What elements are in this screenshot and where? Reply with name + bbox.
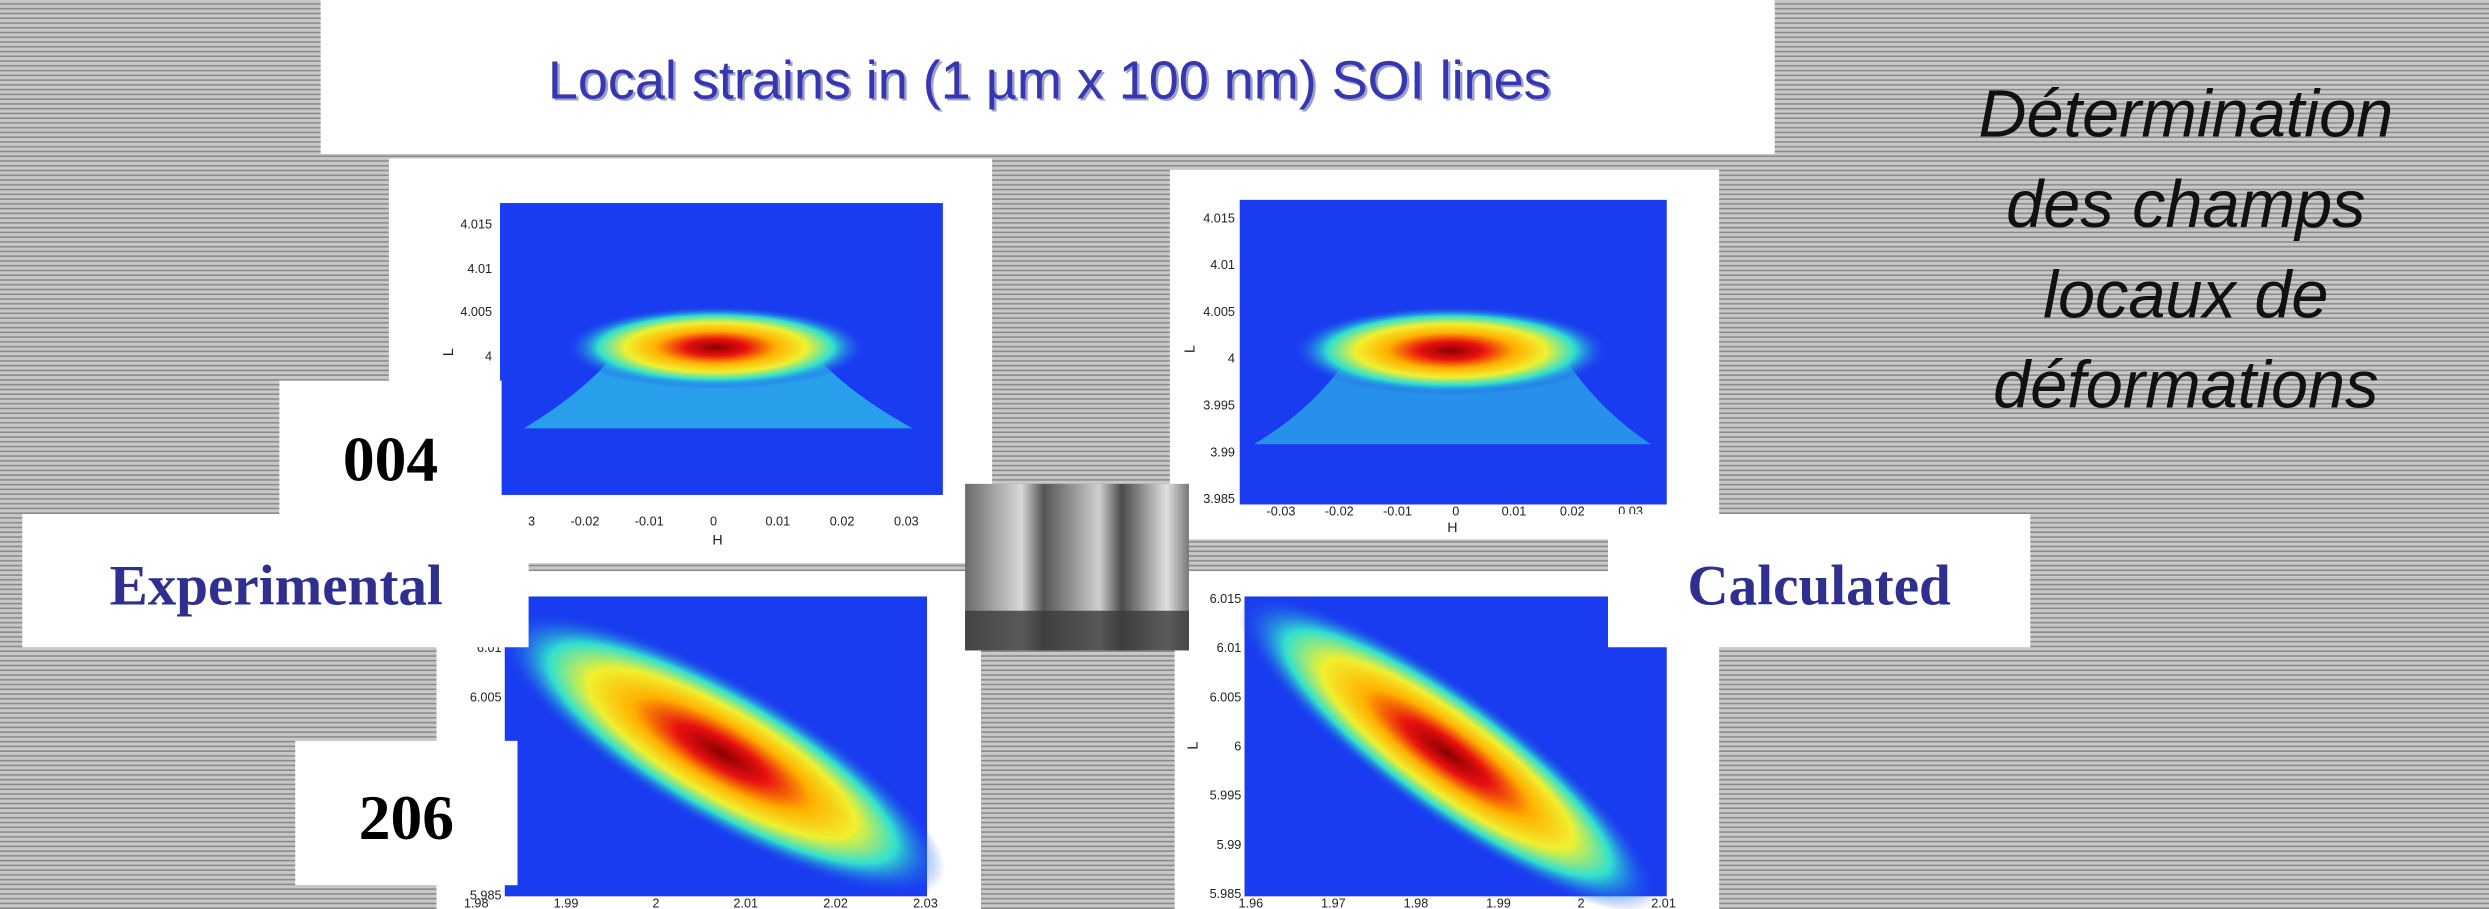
x-tick-label: 1.99 xyxy=(1486,897,1511,909)
side-line: Détermination xyxy=(1978,77,2393,151)
y-tick-label: 4.01 xyxy=(1210,258,1235,272)
y-tick-label: 4 xyxy=(485,349,492,363)
y-tick-label: 4.015 xyxy=(460,218,492,232)
x-tick-label: -0.01 xyxy=(635,514,664,528)
y-tick-label: 4.015 xyxy=(1203,211,1235,225)
x-tick-label: -0.02 xyxy=(1325,505,1354,519)
x-tick-label: 2 xyxy=(652,897,659,909)
y-axis-label: L xyxy=(441,348,457,356)
x-tick-label: 2.01 xyxy=(1651,897,1676,909)
y-tick-label: 4.005 xyxy=(1203,305,1235,319)
x-tick-label: 1.96 xyxy=(1238,897,1263,909)
title-box xyxy=(320,0,1775,154)
y-tick-label: 6.005 xyxy=(470,690,502,704)
x-tick-label: 1.97 xyxy=(1321,897,1346,909)
x-tick-label: 1.99 xyxy=(554,897,579,909)
x-tick-label: 0 xyxy=(1452,505,1459,519)
x-axis-label: H xyxy=(1447,520,1457,536)
x-tick-label: 0.02 xyxy=(1560,505,1585,519)
side-line: déformations xyxy=(1993,349,2378,423)
y-tick-label: 3.99 xyxy=(1210,445,1235,459)
y-tick-label: 6 xyxy=(1234,740,1241,754)
y-tick-label: 5.985 xyxy=(470,889,502,903)
label-box xyxy=(1608,513,2031,648)
label-box xyxy=(295,740,518,886)
x-tick-label: 0.03 xyxy=(894,514,919,528)
x-tick-label: 1.98 xyxy=(464,897,489,909)
y-tick-label: 6.01 xyxy=(1217,641,1242,655)
x-tick-label: 2.02 xyxy=(823,897,848,909)
x-tick-label: 2.01 xyxy=(733,897,758,909)
x-tick-label: 2 xyxy=(1577,897,1584,909)
y-tick-label: 6.015 xyxy=(1210,592,1242,606)
experimental-label: Experimental xyxy=(110,554,443,617)
reflection-label: 206 xyxy=(359,782,454,853)
label-box xyxy=(279,380,502,516)
reflection-label: 004 xyxy=(343,424,438,495)
tick-labels: 4.015 4.01 4.005 4 -0.03 -0.02 -0.01 0 0.01 0.02 0… xyxy=(441,211,1676,909)
sem-footer xyxy=(965,610,1189,651)
x-axis-label: H xyxy=(712,533,722,549)
x-tick-label: 0.01 xyxy=(1502,505,1527,519)
x-tick-label: -0.03 xyxy=(1267,505,1296,519)
x-tick-label: 2.03 xyxy=(913,897,938,909)
y-tick-label: 3.985 xyxy=(1203,492,1235,506)
calculated-label: Calculated xyxy=(1687,554,1951,617)
y-tick-label: 5.985 xyxy=(1210,887,1242,901)
label-box xyxy=(22,513,529,648)
x-tick-label: 0.02 xyxy=(830,514,855,528)
y-tick-label: 4.005 xyxy=(460,305,492,319)
side-text: Détermination des champs locaux de défor… xyxy=(1978,77,2393,422)
y-tick-label: 5.99 xyxy=(1217,838,1242,852)
x-tick-label: -0.02 xyxy=(570,514,599,528)
y-tick-label: 3.995 xyxy=(1203,398,1235,412)
heatmap-peak xyxy=(1292,306,1610,396)
heatmap-peak xyxy=(1238,595,1657,909)
y-tick-label: 6.005 xyxy=(1210,690,1242,704)
y-tick-label: 5.995 xyxy=(1210,789,1242,803)
y-tick-label: 4.01 xyxy=(467,262,492,276)
heatmap-peak xyxy=(499,612,946,895)
x-tick-label: -0.01 xyxy=(1383,505,1412,519)
side-line: des champs xyxy=(2006,168,2365,242)
title-shadow: Local strains in (1 µm x 100 nm) SOI lin… xyxy=(550,53,1553,113)
x-tick-label: 0.01 xyxy=(765,514,790,528)
y-axis-label: L xyxy=(1182,345,1198,353)
title: Local strains in (1 µm x 100 nm) SOI lin… xyxy=(548,50,1551,110)
y-tick-label: 4 xyxy=(1228,352,1235,366)
x-tick-label: 0 xyxy=(710,514,717,528)
x-tick-label: 1.98 xyxy=(1404,897,1429,909)
side-line: locaux de xyxy=(2043,258,2328,332)
y-axis-label: L xyxy=(1185,742,1201,750)
heatmap-peak xyxy=(565,306,867,389)
